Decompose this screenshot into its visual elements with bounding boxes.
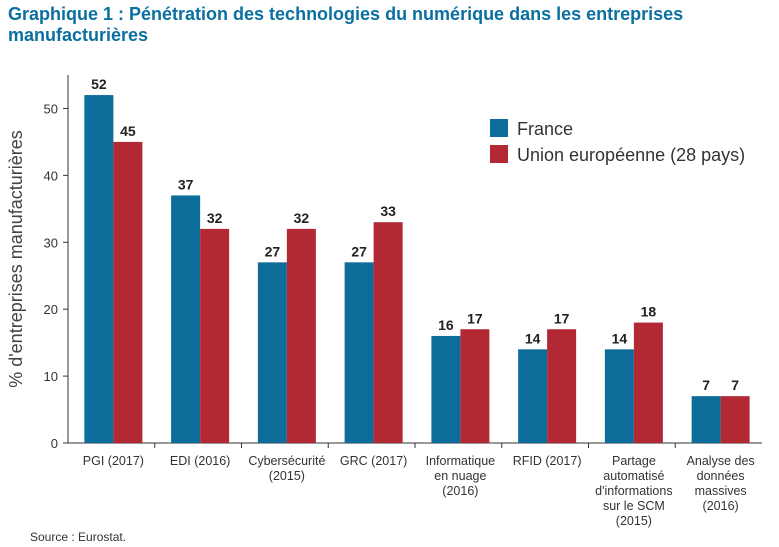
- y-axis-title: % d'entreprises manufacturières: [6, 130, 26, 388]
- bar-value-label: 17: [554, 310, 570, 326]
- bar-value-label: 32: [294, 210, 310, 226]
- x-tick-label: GRC (2017): [340, 454, 407, 468]
- source-note: Source : Eurostat.: [30, 530, 127, 544]
- bar-value-label: 16: [438, 317, 454, 333]
- bar-france-0: [84, 95, 114, 443]
- bar-value-label: 14: [525, 330, 541, 346]
- bar-ue-6: [633, 322, 663, 443]
- bar-france-1: [171, 195, 201, 443]
- chart-legend: France Union européenne (28 pays): [490, 119, 745, 165]
- bar-value-label: 37: [178, 176, 194, 192]
- bar-value-label: 27: [351, 243, 367, 259]
- bar-france-4: [431, 335, 461, 443]
- bar-ue-0: [113, 141, 143, 443]
- x-tick-label: EDI (2016): [170, 454, 230, 468]
- y-tick-label: 50: [44, 101, 58, 116]
- bar-france-7: [691, 396, 721, 443]
- bar-ue-7: [720, 396, 750, 443]
- y-tick-label: 0: [51, 436, 58, 451]
- bar-value-label: 17: [467, 310, 483, 326]
- x-tick-label: Cybersécurité (2015): [248, 454, 325, 483]
- bar-france-3: [344, 262, 374, 443]
- y-tick-label: 20: [44, 302, 58, 317]
- y-tick-label: 30: [44, 235, 58, 250]
- legend-label-ue: Union européenne (28 pays): [517, 145, 745, 165]
- bar-france-5: [518, 349, 548, 443]
- bar-value-label: 33: [380, 203, 396, 219]
- chart-title: Graphique 1 : Pénétration des technologi…: [8, 4, 684, 45]
- y-tick-label: 10: [44, 369, 58, 384]
- bar-ue-3: [373, 222, 403, 443]
- x-tick-label: RFID (2017): [513, 454, 582, 468]
- bar-ue-2: [286, 228, 316, 443]
- bar-france-2: [257, 262, 287, 443]
- bar-france-6: [604, 349, 634, 443]
- bar-value-label: 27: [265, 243, 281, 259]
- bar-ue-4: [460, 329, 490, 443]
- legend-swatch-ue: [490, 145, 508, 163]
- x-tick-label: PGI (2017): [83, 454, 144, 468]
- x-tick-label: Partage automatisé d'informations sur le SC…: [595, 454, 672, 528]
- bar-ue-5: [547, 329, 577, 443]
- bar-value-label: 14: [612, 330, 628, 346]
- bar-value-label: 7: [702, 377, 710, 393]
- bar-value-label: 7: [731, 377, 739, 393]
- legend-label-france: France: [517, 119, 573, 139]
- bar-value-label: 52: [91, 76, 107, 92]
- bar-value-label: 18: [641, 304, 657, 320]
- bar-value-label: 45: [120, 123, 136, 139]
- bar-ue-1: [200, 228, 230, 443]
- legend-swatch-france: [490, 119, 508, 137]
- bar-value-label: 32: [207, 210, 223, 226]
- chart-bars: 52 45 37 32 27 32 27 33 16 17 14 17 14 18 7 7: [84, 76, 750, 443]
- y-tick-label: 40: [44, 168, 58, 183]
- x-tick-label: Analyse des données massives (2016): [687, 454, 755, 513]
- x-tick-label: Informatique en nuage (2016): [426, 454, 496, 498]
